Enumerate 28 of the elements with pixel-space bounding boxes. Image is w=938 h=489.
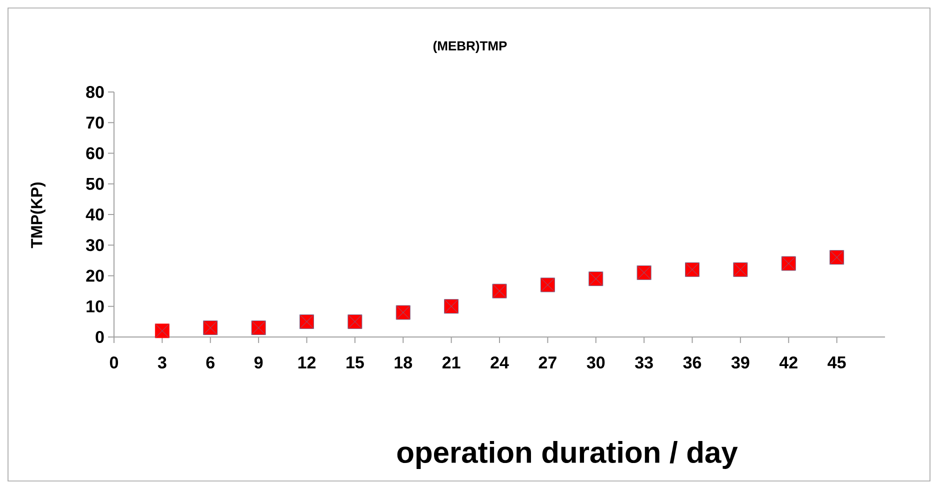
y-tick-label: 40 — [86, 208, 104, 221]
x-tick-label: 0 — [110, 356, 118, 369]
x-tick-label: 3 — [158, 356, 166, 369]
x-tick-label: 6 — [206, 356, 214, 369]
x-tick-label: 12 — [298, 356, 316, 368]
y-tick-label: 60 — [86, 147, 104, 160]
x-tick-label: 24 — [490, 356, 509, 368]
x-tick-label: 15 — [346, 356, 364, 368]
x-tick-label: 39 — [731, 356, 750, 369]
x-tick-label: 33 — [635, 356, 653, 369]
x-tick-label: 18 — [394, 356, 412, 369]
y-tick-label: 80 — [86, 86, 104, 98]
y-tick-label: 50 — [86, 178, 104, 190]
x-tick-label: 42 — [779, 356, 798, 368]
x-tick-label: 27 — [538, 356, 556, 368]
x-tick-label: 36 — [683, 356, 702, 369]
x-axis-title: operation duration / day — [397, 441, 738, 469]
y-axis-title: TMP(KP) — [30, 182, 46, 248]
y-tick-label: 20 — [86, 270, 104, 282]
x-tick-label: 21 — [442, 356, 460, 368]
y-tick-label: 10 — [86, 300, 104, 312]
y-tick-label: 0 — [96, 330, 104, 344]
y-tick-label: 30 — [86, 239, 104, 252]
x-tick-label: 45 — [828, 356, 846, 368]
y-tick-label: 70 — [86, 116, 104, 129]
chart-title: (MEBR)TMP — [433, 40, 507, 54]
x-tick-label: 9 — [254, 356, 263, 369]
x-tick-label: 30 — [586, 356, 605, 369]
